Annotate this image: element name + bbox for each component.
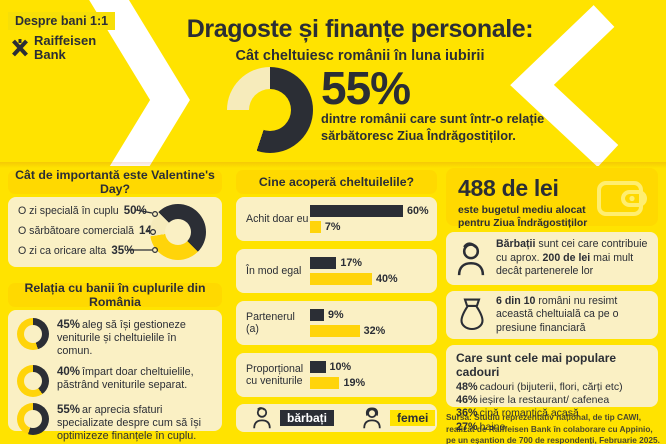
relation-section-title: Relația cu banii în cuplurile din Români… — [8, 281, 222, 309]
chart-legend: bărbați femei — [236, 404, 437, 432]
chevron-right-icon — [89, 0, 190, 166]
valentine-connector-lines — [128, 209, 159, 253]
expenses-section-title: Cine acoperă cheltuilelile? — [236, 170, 437, 194]
hero-stat: 55% dintre românii care sunt într-o rela… — [321, 62, 581, 144]
valentine-donut-chart — [150, 204, 206, 260]
chevron-decor — [89, 0, 619, 166]
gifts-card: Care sunt cele mai populare cadouri 48% c… — [446, 345, 658, 433]
valentine-section-title: Cât de importantă este Valentine's Day? — [8, 168, 222, 196]
bar-women — [310, 377, 340, 389]
bar-women — [310, 273, 372, 285]
ring-chart-icon — [17, 402, 49, 435]
men-contribution-card: Bărbații sunt cei care contribuie cu apr… — [446, 232, 658, 285]
ring-chart-icon — [17, 318, 49, 350]
gift-item: 27% haine — [456, 420, 506, 433]
section-divider — [0, 162, 666, 168]
woman-icon — [363, 407, 381, 429]
legend-women: femei — [360, 406, 436, 430]
gift-item: 48% cadouri (bijuterii, flori, cărți etc) — [456, 381, 623, 393]
hero-stat-value: 55% — [321, 62, 411, 114]
legend-men: bărbați — [250, 406, 335, 430]
valentine-card: O zi specială în cuplu 50% O sărbătoare … — [8, 197, 222, 267]
relation-card: 45% aleg să își gestioneze veniturile și … — [8, 310, 222, 442]
hero-stat-caption: dintre românii care sunt într-o relație … — [321, 111, 545, 143]
brand-tag: Despre bani 1:1 — [8, 12, 116, 30]
valentine-row: O zi specială în cuplu 50% — [18, 205, 147, 217]
page-title: Dragoste și finanțe personale: — [186, 15, 534, 43]
bar-men — [310, 257, 337, 269]
hero-donut-chart — [227, 67, 313, 153]
page-subtitle: Cât cheltuiesc românii în luna iubirii — [235, 48, 485, 64]
budget-amount: 488 de lei — [458, 175, 559, 201]
relation-item: 55% ar aprecia sfaturi specializate despr… — [17, 402, 213, 444]
raiffeisen-cross-icon — [12, 38, 28, 57]
relation-item: 45% aleg să își gestioneze veniturile și … — [17, 318, 213, 359]
budget-card: 488 de lei este bugetul mediu alocat pen… — [446, 168, 658, 229]
gift-item: 36% cină romantică acasă — [456, 407, 579, 420]
bar-men — [310, 205, 403, 217]
bar-women — [310, 221, 321, 233]
raiffeisen-logo: Raiffeisen Bank — [10, 34, 96, 61]
valentine-row: O zi ca oricare alta 35% — [18, 245, 135, 257]
man-icon — [253, 407, 271, 429]
men-contribution-text: Bărbații sunt cei care contribuie cu apr… — [496, 238, 648, 278]
chevron-left-icon — [510, 5, 619, 166]
bar-group-card: Partenerul (a) 9% 32% — [236, 301, 437, 345]
wallet-icon — [597, 181, 647, 216]
bar-women — [310, 325, 360, 337]
man-icon — [457, 241, 485, 275]
bar-group-card: Proporțional cu veniturile 10% 19% — [236, 353, 437, 397]
bar-men — [310, 361, 326, 373]
money-bag-icon — [460, 298, 484, 330]
brand-name: Raiffeisen Bank — [34, 33, 97, 62]
no-pressure-card: 6 din 10 români nu resimt această cheltu… — [446, 291, 658, 339]
no-pressure-text: 6 din 10 români nu resimt această cheltu… — [496, 294, 619, 334]
bar-group-card: Achit doar eu 60% 7% — [236, 197, 437, 241]
source-note: Sursa: Studiu reprezentativ național, de… — [446, 412, 660, 444]
budget-caption: este bugetul mediu alocat pentru Ziua În… — [458, 205, 588, 229]
gift-item: 46% ieșire la restaurant/ cafenea — [456, 394, 610, 407]
bar-group-card: În mod egal 17% 40% — [236, 249, 437, 293]
gifts-title: Care sunt cele mai populare cadouri — [456, 351, 617, 379]
bar-men — [310, 309, 324, 321]
relation-item: 40% împart doar cheltuielile, păstrând ve… — [17, 364, 213, 397]
ring-chart-icon — [17, 364, 49, 397]
